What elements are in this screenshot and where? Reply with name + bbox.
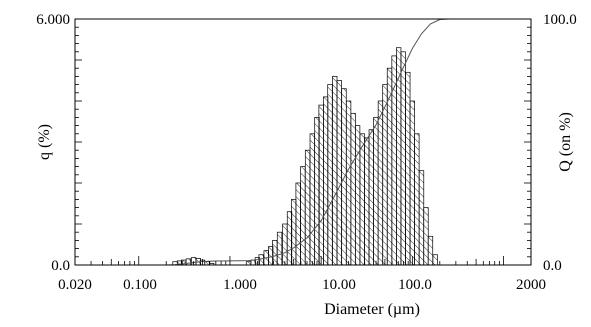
histogram-bar-44	[405, 71, 411, 266]
histogram-bar-28	[332, 76, 338, 266]
histogram-bar-17	[282, 223, 288, 266]
histogram-bar-12	[258, 254, 264, 266]
x-axis-title: Diameter (µm)	[324, 301, 420, 318]
histogram-bar-48	[423, 207, 429, 266]
x-tick-label-1000c: 100.0	[398, 277, 432, 293]
y-axis-title: q (%)	[36, 124, 53, 160]
y2-axis-title: Q (on %)	[557, 112, 574, 172]
histogram-bar-23	[309, 133, 315, 266]
y-minor-ticks	[75, 18, 531, 266]
x-tick-label-0020: 0.020	[58, 277, 92, 293]
histogram-bar-21	[300, 166, 306, 266]
cumulative-curve-layer	[166, 18, 460, 266]
y-tick-label-top: 6.000	[36, 12, 70, 28]
histogram-bar-35	[364, 137, 370, 266]
histogram-bar-25	[318, 104, 324, 266]
histogram-bar-50	[432, 254, 438, 266]
histogram-bar-49	[427, 235, 434, 266]
histogram-bar-36	[368, 129, 374, 266]
y2-tick-label-top: 100.0	[543, 12, 577, 28]
y2-tick-label-bottom: 0.0	[543, 258, 562, 274]
x-tick-label-1000b: 10.00	[322, 277, 356, 293]
histogram-bars	[172, 47, 438, 266]
cumulative-curve	[166, 18, 460, 266]
histogram-bar-37	[373, 117, 379, 266]
histogram-bar-20	[295, 182, 301, 266]
y-tick-label-bottom: 0.0	[51, 258, 70, 274]
histogram-bar-33	[354, 125, 361, 266]
x-tick-label-0100: 0.100	[123, 277, 157, 293]
histogram-bar-31	[345, 100, 352, 266]
histogram-bar-26	[323, 96, 329, 266]
histogram-bar-16	[276, 231, 283, 266]
x-tick-label-1000: 1.000	[223, 277, 257, 293]
histogram-bar-32	[350, 112, 356, 266]
histogram-bar-19	[291, 199, 297, 266]
histogram-bar-27	[327, 84, 333, 266]
histogram-bar-22	[304, 149, 311, 266]
histogram-bar-34	[359, 133, 365, 266]
histogram-bar-39	[382, 84, 388, 266]
histogram-bar-45	[409, 100, 415, 266]
x-tick-label-2000: 2000	[516, 277, 546, 293]
histogram-bar-29	[336, 80, 342, 266]
histogram-bar-47	[418, 170, 425, 266]
histogram-bar-43	[400, 51, 406, 266]
histogram-bar-38	[377, 100, 384, 266]
histogram-bar-46	[414, 133, 420, 266]
x-minor-ticks	[74, 256, 532, 265]
histogram-bar-3	[185, 258, 191, 266]
